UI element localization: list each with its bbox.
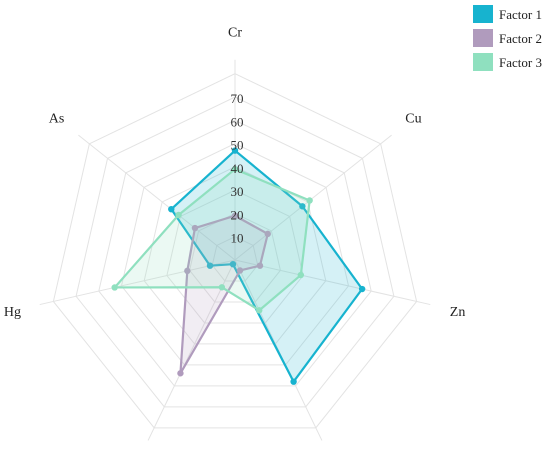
legend-label: Factor 1 bbox=[499, 7, 542, 22]
axis-label-cu: Cu bbox=[405, 112, 421, 127]
tick-label: 70 bbox=[231, 91, 244, 106]
data-point-zn bbox=[358, 285, 366, 293]
data-point-cd bbox=[236, 267, 244, 274]
data-point-as bbox=[191, 224, 199, 232]
series-2 bbox=[177, 212, 271, 377]
legend: Factor 1 Factor 2 Factor 3 bbox=[473, 5, 542, 71]
grid-ring bbox=[143, 166, 327, 345]
legend-label: Factor 2 bbox=[499, 31, 542, 46]
data-point-pb bbox=[218, 284, 226, 291]
legend-swatch bbox=[473, 29, 493, 47]
tick-label: 10 bbox=[231, 231, 244, 246]
axis-label-zn: Zn bbox=[450, 305, 466, 320]
data-point-cd bbox=[256, 307, 263, 314]
data-point-hg bbox=[206, 262, 214, 269]
data-point-zn bbox=[256, 262, 264, 269]
series-layer bbox=[111, 147, 366, 385]
series-area bbox=[170, 149, 364, 383]
data-point-cu bbox=[306, 197, 313, 204]
data-point-cr bbox=[231, 165, 239, 173]
data-point-hg bbox=[111, 284, 118, 291]
spoke-as bbox=[78, 134, 236, 261]
data-point-cu bbox=[299, 203, 306, 210]
data-point-pb bbox=[177, 370, 184, 377]
category-labels: CrCuZnCdPbHgAs bbox=[4, 26, 466, 320]
legend-swatch bbox=[473, 5, 493, 23]
legend-label: Factor 3 bbox=[499, 55, 542, 70]
series-1 bbox=[168, 147, 366, 385]
grid-ring bbox=[120, 143, 350, 366]
series-area bbox=[179, 214, 269, 375]
data-point-as bbox=[175, 211, 182, 219]
data-point-pb bbox=[229, 260, 237, 268]
data-point-hg bbox=[184, 267, 191, 275]
series-3 bbox=[111, 165, 313, 314]
spoke-zn bbox=[234, 259, 431, 306]
spoke-hg bbox=[39, 259, 236, 306]
radial-tick-labels: 10 20 30 40 50 60 70 bbox=[231, 91, 244, 246]
axis-label-as: As bbox=[49, 112, 65, 127]
spoke-cu bbox=[234, 134, 392, 261]
grid-ring bbox=[75, 96, 395, 408]
data-point-zn bbox=[297, 271, 305, 279]
axis-label-hg: Hg bbox=[4, 305, 21, 320]
tick-label: 40 bbox=[231, 161, 244, 176]
grid-ring bbox=[52, 73, 418, 429]
data-point-cr bbox=[231, 147, 239, 154]
data-point-cr bbox=[231, 212, 239, 219]
data-point-cu bbox=[264, 230, 271, 238]
legend-swatch bbox=[473, 53, 493, 71]
tick-label: 30 bbox=[231, 184, 244, 199]
data-point-as bbox=[168, 205, 175, 213]
tick-label: 50 bbox=[231, 138, 244, 153]
series-area bbox=[113, 168, 311, 312]
grid bbox=[39, 59, 431, 441]
axis-label-cr: Cr bbox=[228, 26, 242, 41]
grid-ring bbox=[98, 119, 372, 387]
tick-label: 60 bbox=[231, 114, 244, 129]
grid-ring bbox=[166, 189, 304, 324]
data-point-cd bbox=[290, 378, 297, 385]
grid-ring bbox=[189, 212, 281, 303]
tick-label: 20 bbox=[231, 207, 244, 222]
